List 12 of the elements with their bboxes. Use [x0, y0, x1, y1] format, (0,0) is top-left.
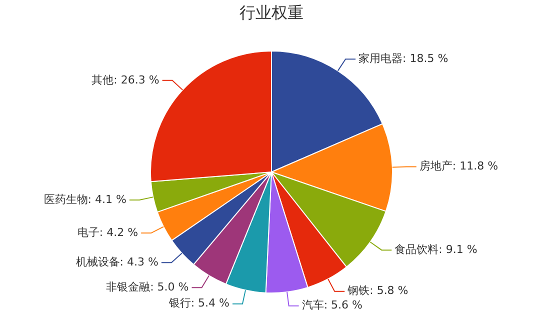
slice-label: 银行: 5.4 % — [168, 296, 230, 310]
slice-label: 家用电器: 18.5 % — [358, 52, 448, 65]
slice-label: 食品饮料: 9.1 % — [394, 242, 478, 256]
slice-label: 机械设备: 4.3 % — [76, 255, 158, 268]
slice-label: 钢铁: 5.8 % — [346, 284, 408, 298]
chart-title: 行业权重 — [238, 2, 304, 24]
slice-label: 非银金融: 5.0 % — [106, 280, 189, 294]
slice-label: 汽车: 5.6 % — [302, 298, 362, 312]
slice-label: 其他: 26.3 % — [92, 73, 160, 86]
slice-label: 电子: 4.2 % — [77, 226, 138, 239]
slice-label: 医药生物: 4.1 % — [44, 192, 126, 206]
slice-label: 房地产: 11.8 % — [419, 160, 498, 173]
